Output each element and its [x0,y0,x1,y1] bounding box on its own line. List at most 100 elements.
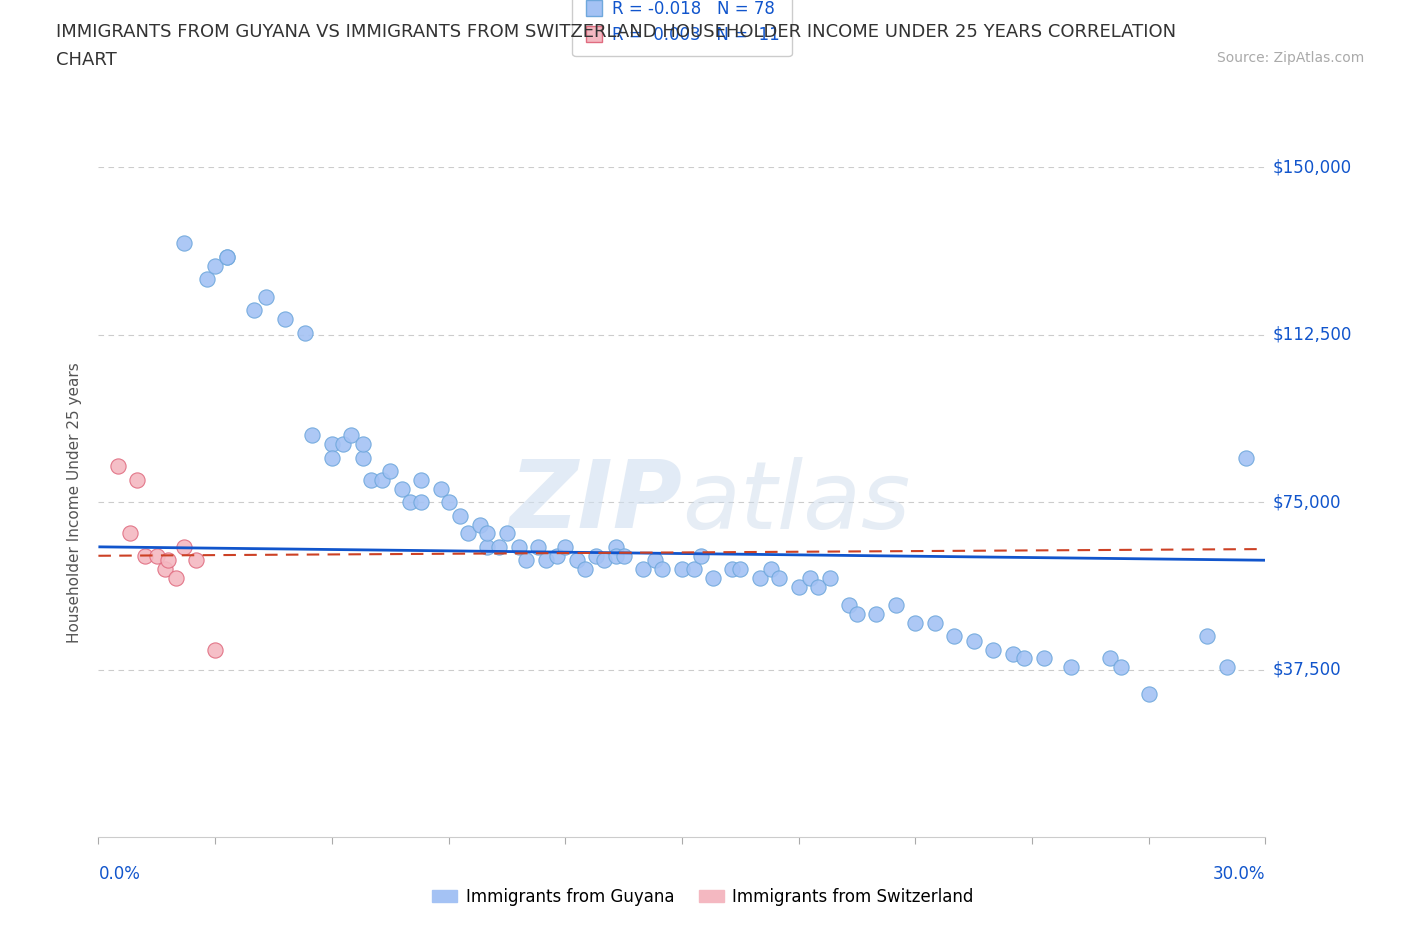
Point [274,312,297,326]
Point [690,549,713,564]
Point [1060,660,1083,675]
Text: $112,500: $112,500 [1272,326,1351,344]
Point [515,552,537,567]
Point [671,562,693,577]
Point [761,562,783,577]
Point [651,562,673,577]
Point [165,571,187,586]
Point [721,562,744,577]
Text: 30.0%: 30.0% [1213,865,1265,883]
Point [612,549,634,564]
Point [332,437,354,452]
Point [1001,646,1024,661]
Point [157,552,180,567]
Point [173,539,195,554]
Point [508,539,530,554]
Point [457,526,479,541]
Point [565,552,588,567]
Point [904,616,927,631]
Point [593,552,616,567]
Y-axis label: Householder Income Under 25 years: Householder Income Under 25 years [67,362,83,643]
Point [146,549,169,564]
Point [644,552,666,567]
Text: CHART: CHART [56,51,117,69]
Point [360,472,382,487]
Point [495,526,517,541]
Point [1195,629,1218,644]
Point [204,259,226,273]
Point [254,289,277,304]
Point [468,517,491,532]
Point [215,249,238,264]
Text: $75,000: $75,000 [1272,493,1341,512]
Legend: R = -0.018   N = 78, R =  0.003   N =  11: R = -0.018 N = 78, R = 0.003 N = 11 [572,0,792,56]
Point [294,326,316,340]
Point [605,539,627,554]
Point [411,495,433,510]
Point [884,597,907,612]
Text: $37,500: $37,500 [1272,660,1341,679]
Point [1137,686,1160,701]
Point [799,571,821,586]
Point [371,472,394,487]
Text: 0.0%: 0.0% [98,865,141,883]
Point [184,552,207,567]
Point [534,552,557,567]
Text: ZIP: ZIP [509,457,682,548]
Point [118,526,141,541]
Point [962,633,984,648]
Point [943,629,966,644]
Point [378,463,402,478]
Point [730,562,752,577]
Point [807,579,830,594]
Point [437,495,460,510]
Point [107,459,129,474]
Point [574,562,596,577]
Point [127,472,149,487]
Point [301,428,323,443]
Point [215,249,238,264]
Point [134,549,156,564]
Point [818,571,841,586]
Point [546,549,568,564]
Point [1032,651,1054,666]
Point [153,562,176,577]
Point [838,597,860,612]
Point [702,571,724,586]
Point [1111,660,1133,675]
Point [585,549,607,564]
Point [321,450,343,465]
Point [204,642,226,657]
Point [924,616,946,631]
Text: IMMIGRANTS FROM GUYANA VS IMMIGRANTS FROM SWITZERLAND HOUSEHOLDER INCOME UNDER 2: IMMIGRANTS FROM GUYANA VS IMMIGRANTS FRO… [56,23,1177,41]
Point [845,606,868,621]
Point [340,428,363,443]
Text: Source: ZipAtlas.com: Source: ZipAtlas.com [1216,51,1364,65]
Point [605,549,627,564]
Point [865,606,887,621]
Text: atlas: atlas [682,457,910,548]
Point [748,571,770,586]
Point [352,437,374,452]
Point [1215,660,1237,675]
Point [411,472,433,487]
Point [173,236,195,251]
Point [768,571,790,586]
Text: $150,000: $150,000 [1272,158,1351,177]
Point [398,495,420,510]
Point [682,562,704,577]
Point [352,450,374,465]
Legend: Immigrants from Guyana, Immigrants from Switzerland: Immigrants from Guyana, Immigrants from … [426,881,980,912]
Point [488,539,510,554]
Point [554,539,576,554]
Point [527,539,550,554]
Point [1012,651,1035,666]
Point [321,437,343,452]
Point [631,562,654,577]
Point [243,303,266,318]
Point [429,482,451,497]
Point [1098,651,1121,666]
Point [449,508,471,523]
Point [1234,450,1257,465]
Point [787,579,810,594]
